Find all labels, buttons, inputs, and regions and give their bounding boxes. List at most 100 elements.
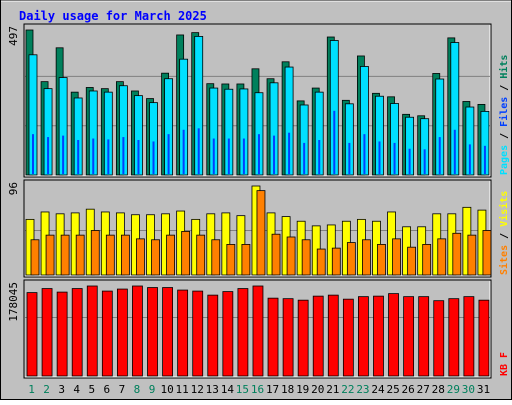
bar-kbytes: [207, 294, 219, 377]
bar-sites: [452, 232, 462, 276]
legend-entry-kbytes: KB F: [499, 352, 510, 376]
bar-sites: [120, 234, 130, 276]
bar-pages: [28, 54, 38, 176]
bar-pages: [58, 77, 68, 176]
bar-kbytes: [237, 288, 249, 377]
legend-entry-pages: Pages: [499, 145, 510, 175]
bar-files: [227, 138, 230, 174]
bar-pages: [194, 36, 204, 176]
bar-pages: [269, 82, 279, 176]
bar-kbytes: [297, 299, 309, 377]
bar-files: [137, 139, 140, 174]
bar-sites: [181, 231, 191, 276]
bar-files: [393, 142, 396, 174]
bar-files: [257, 134, 260, 174]
bar-kbytes: [222, 291, 234, 377]
bar-sites: [482, 230, 492, 276]
legend-hits-files-pages: Pages / Files / Hits: [498, 55, 510, 175]
day-label: 4: [73, 383, 80, 396]
bar-sites: [437, 238, 447, 276]
legend-entry-hits: Hits: [498, 55, 510, 79]
day-label: 25: [386, 383, 399, 396]
bar-files: [77, 139, 80, 174]
bar-kbytes: [342, 298, 354, 377]
bar-kbytes: [282, 298, 294, 377]
x-axis-day-labels: 1 2 3 4 5 6 7 8 9 10 11 12 13 14 15 16 17 18 19 20 21 22 23 24 2…: [28, 383, 490, 396]
bar-files: [47, 137, 50, 174]
bar-kbytes: [147, 287, 158, 377]
bar-pages: [329, 40, 339, 176]
bar-pages: [480, 110, 490, 176]
bar-files: [438, 137, 441, 174]
legend-separator: /: [499, 79, 510, 97]
legend-kbytes: KB F: [499, 352, 510, 376]
day-label: 27: [417, 383, 430, 396]
bar-files: [92, 138, 95, 174]
bar-kbytes: [418, 296, 430, 377]
bar-pages: [360, 66, 369, 176]
day-label: 22: [341, 383, 354, 396]
bar-files: [468, 144, 471, 174]
legend-entry-files: Files: [498, 97, 510, 127]
bar-files: [273, 135, 276, 174]
bar-files: [167, 134, 170, 174]
day-label: 6: [104, 383, 111, 396]
day-label: 19: [296, 383, 309, 396]
bar-files: [212, 138, 215, 174]
day-label: 3: [58, 383, 65, 396]
bar-pages: [390, 103, 399, 176]
bar-pages: [375, 95, 384, 176]
day-label: 9: [149, 383, 156, 396]
bar-sites: [151, 239, 160, 276]
day-label: 26: [402, 383, 415, 396]
bar-sites: [105, 234, 115, 276]
bar-kbytes: [373, 295, 384, 377]
bar-sites: [30, 239, 40, 276]
bar-kbytes: [448, 298, 460, 377]
bar-sites: [271, 233, 281, 276]
bar-sites: [301, 239, 311, 276]
day-label: 11: [176, 383, 189, 396]
day-label: 24: [371, 383, 385, 396]
bar-sites: [196, 234, 206, 276]
bar-kbytes: [252, 285, 264, 377]
day-label: 16: [251, 383, 264, 396]
bar-kbytes: [177, 289, 189, 377]
bar-pages: [118, 85, 128, 176]
bar-kbytes: [86, 285, 98, 377]
bar-kbytes: [101, 290, 113, 377]
bar-kbytes: [327, 294, 339, 377]
bar-sites: [316, 248, 326, 276]
bar-kbytes: [116, 288, 128, 377]
bar-files: [453, 129, 456, 174]
day-label: 23: [356, 383, 369, 396]
bar-kbytes: [478, 299, 490, 377]
bar-sites: [75, 234, 85, 276]
bar-files: [408, 148, 411, 174]
day-label: 14: [221, 383, 235, 396]
bar-files: [363, 134, 366, 174]
bar-sites: [90, 230, 100, 276]
bar-kbytes: [358, 296, 369, 377]
bar-kbytes: [26, 292, 38, 377]
bar-pages: [420, 118, 430, 176]
bar-pages: [88, 90, 98, 176]
bar-sites: [467, 234, 477, 276]
bar-pages: [239, 88, 249, 176]
bar-pages: [284, 66, 294, 176]
bar-files: [107, 139, 110, 174]
legend-entry-sites: Sites: [498, 245, 510, 275]
bar-sites: [286, 236, 296, 276]
bar-pages: [254, 92, 264, 176]
bar-sites: [226, 244, 236, 276]
bar-pages: [435, 78, 445, 176]
day-label: 18: [281, 383, 294, 396]
day-label: 12: [191, 383, 204, 396]
scale-label: 178045: [7, 282, 20, 322]
bar-files: [348, 142, 351, 174]
day-label: 15: [236, 383, 249, 396]
day-label: 29: [447, 383, 460, 396]
day-label: 7: [119, 383, 126, 396]
bar-files: [197, 128, 200, 174]
